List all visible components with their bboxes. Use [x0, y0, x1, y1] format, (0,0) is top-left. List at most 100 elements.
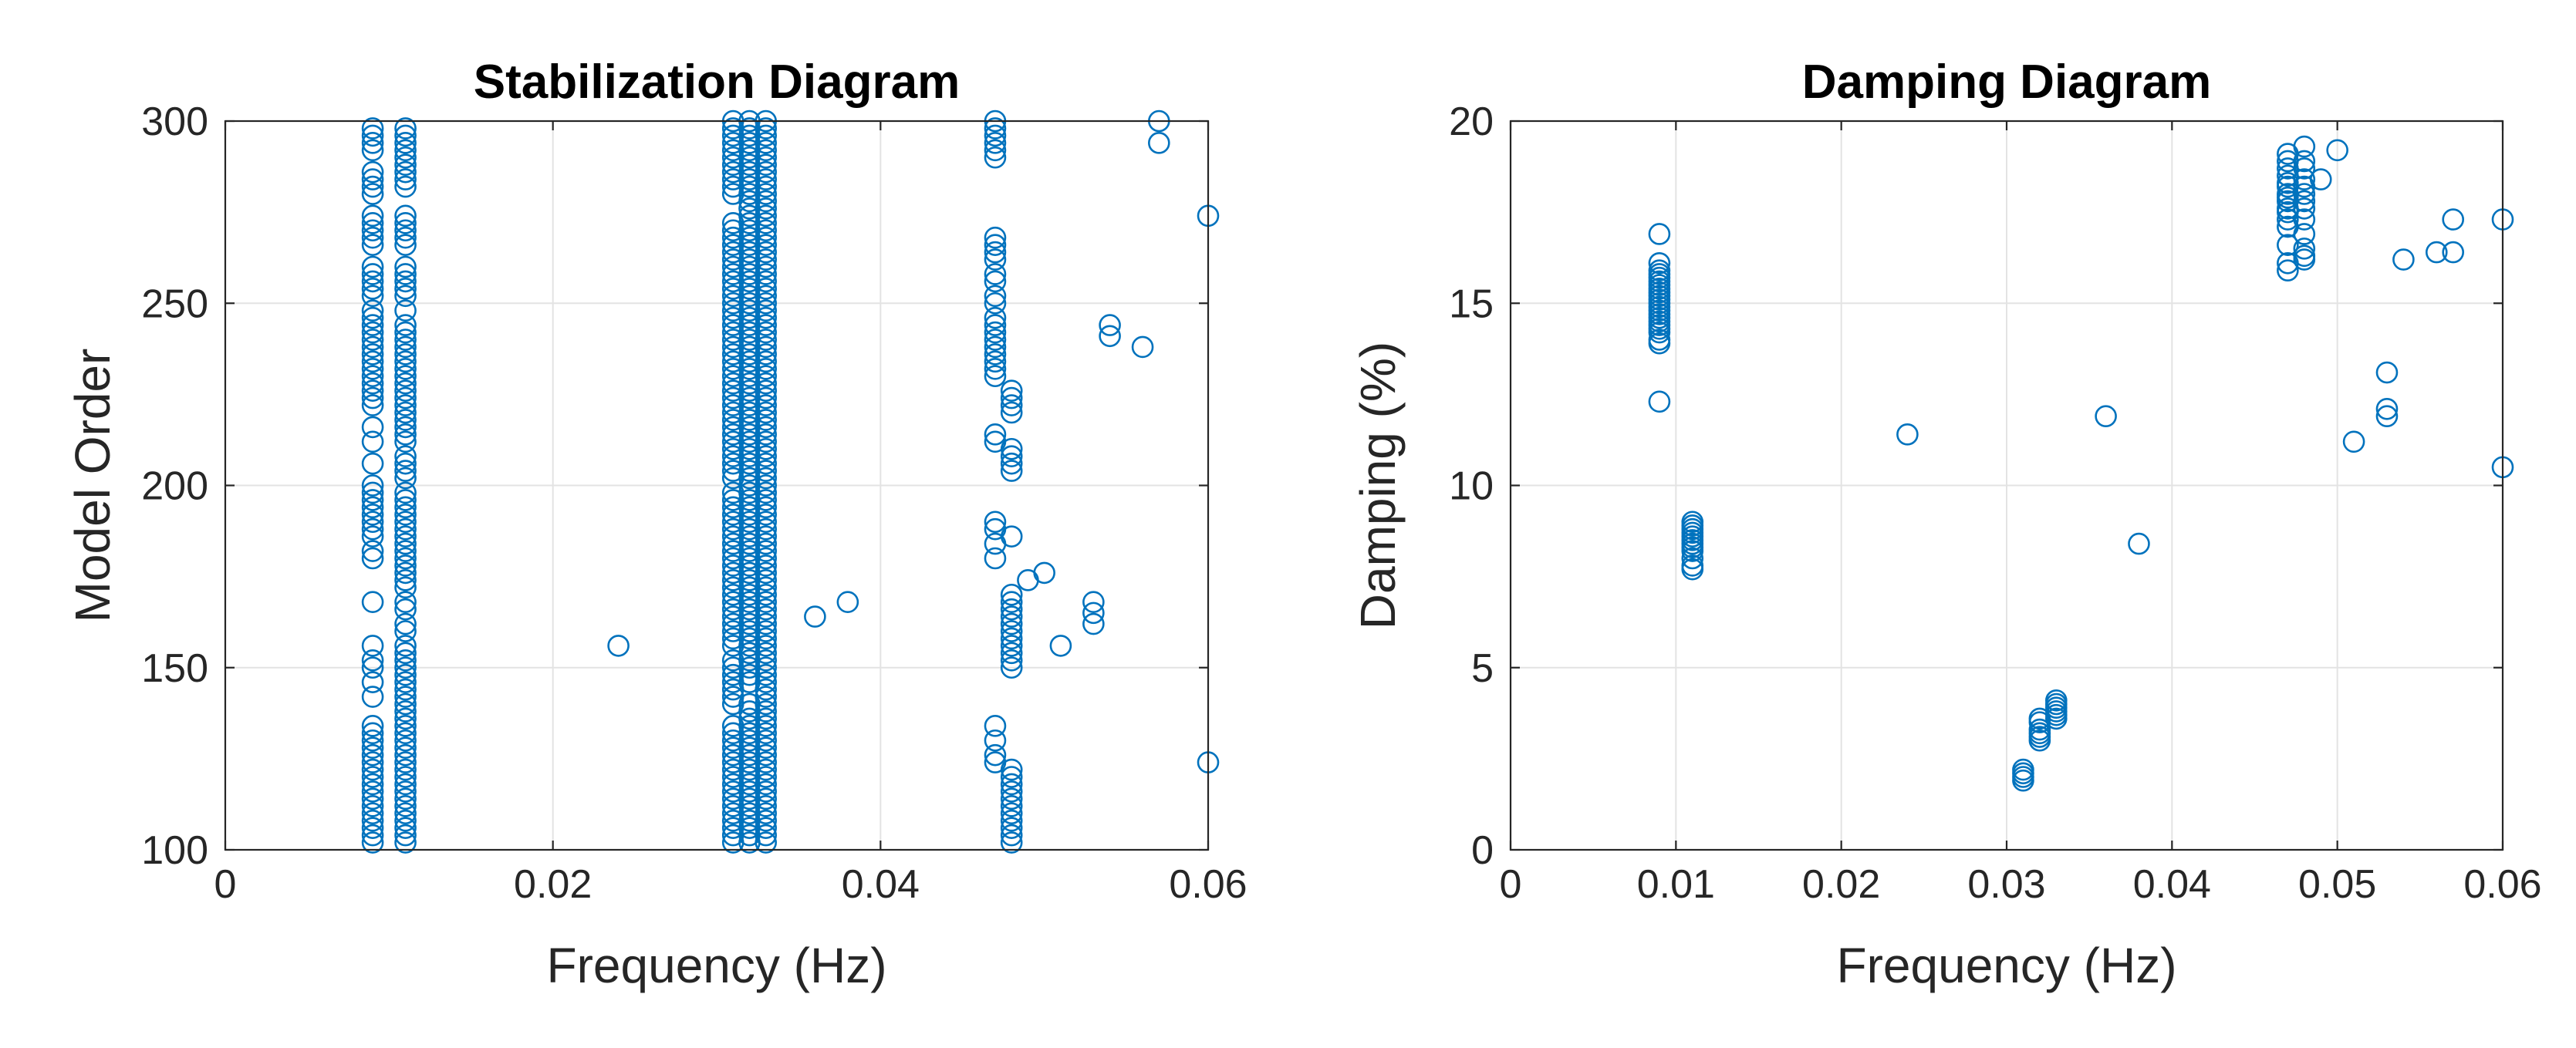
stabilization-data-point	[755, 379, 778, 402]
stabilization-data-point	[984, 343, 1007, 366]
stabilization-data-point	[361, 525, 384, 548]
stabilization-data-point	[394, 496, 417, 519]
stabilization-data-point	[755, 160, 778, 184]
damping-x-axis-label: Frequency (Hz)	[1837, 938, 2177, 993]
stabilization-grid	[225, 121, 1208, 850]
stabilization-data-point	[1000, 452, 1023, 475]
stabilization-data-point	[394, 809, 417, 832]
stabilization-data-point	[755, 824, 778, 847]
stabilization-data-point	[394, 817, 417, 839]
stabilization-data-point	[755, 576, 778, 599]
stabilization-data-point	[984, 117, 1007, 140]
stabilization-data-point	[755, 517, 778, 541]
stabilization-data-point	[755, 817, 778, 839]
stabilization-data-point	[984, 248, 1007, 271]
stabilization-data-point	[394, 715, 417, 737]
stabilization-data-point	[394, 117, 417, 140]
stabilization-data-point	[755, 445, 778, 468]
damping-data-point	[2293, 244, 2316, 268]
stabilization-data-point	[1000, 598, 1023, 621]
damping-data-point	[2293, 157, 2316, 180]
damping-data-point	[2375, 397, 2399, 420]
stabilization-data-point	[755, 722, 778, 745]
stabilization-data-point	[361, 168, 384, 190]
stabilization-data-point	[755, 255, 778, 278]
stabilization-data-point	[361, 365, 384, 388]
damping-data-point	[2128, 532, 2150, 555]
stabilization-data-point	[394, 460, 417, 482]
damping-data-point	[2293, 223, 2316, 245]
stabilization-data-point	[1000, 809, 1023, 832]
stabilization-data-point	[361, 686, 384, 708]
stabilization-data-point	[394, 481, 417, 504]
stabilization-data-point	[361, 780, 384, 803]
damping-data-point	[2095, 405, 2117, 428]
stabilization-data-point	[361, 379, 384, 402]
stabilization-data-point	[755, 620, 778, 642]
stabilization-data-point	[394, 642, 417, 665]
stabilization-data-point	[361, 656, 384, 679]
stabilization-data-point	[755, 226, 778, 249]
stabilization-data-point	[361, 357, 384, 380]
stabilization-data-point	[755, 386, 778, 409]
stabilization-title: Stabilization Diagram	[474, 56, 960, 109]
damping-data-point	[1681, 511, 1704, 534]
stabilization-data-point	[1082, 612, 1105, 635]
stabilization-data-point	[755, 635, 778, 657]
damping-data-point	[2375, 361, 2399, 384]
stabilization-data-point	[1000, 649, 1023, 672]
damping-data-point	[2425, 241, 2448, 264]
damping-data-point	[2293, 208, 2316, 231]
stabilization-data-point	[361, 430, 384, 453]
stabilization-data-point	[755, 270, 778, 293]
stabilization-data-point	[394, 132, 417, 154]
stabilization-data-point	[1000, 525, 1023, 548]
stabilization-data-point	[1000, 758, 1023, 781]
stabilization-data-point	[1000, 773, 1023, 796]
stabilization-data-point	[394, 591, 417, 614]
stabilization-data-point	[361, 496, 384, 519]
stabilization-data-point	[361, 517, 384, 541]
damping-data-point	[2277, 208, 2299, 231]
stabilization-data-point	[755, 197, 778, 220]
stabilization-data-point	[755, 146, 778, 169]
stabilization-data-point	[361, 270, 384, 293]
damping-data-point	[2293, 238, 2316, 260]
stabilization-data-point	[1000, 642, 1023, 665]
damping-y-tick-label: 5	[1471, 646, 1494, 691]
stabilization-data-point	[394, 146, 417, 169]
stabilization-data-point	[755, 460, 778, 482]
stabilization-data-point	[361, 285, 384, 308]
stabilization-data-point	[361, 335, 384, 359]
stabilization-data-point	[394, 743, 417, 767]
stabilization-data-point	[755, 729, 778, 752]
stabilization-data-point	[394, 350, 417, 373]
stabilization-data-point	[1000, 766, 1023, 788]
stabilization-data-point	[755, 365, 778, 388]
stabilization-data-point	[1000, 394, 1023, 416]
damping-data-point	[1648, 329, 1671, 351]
stabilization-data-point	[361, 139, 384, 162]
stabilization-data-point	[755, 795, 778, 817]
damping-data-point	[2326, 139, 2348, 162]
stabilization-data-point	[1000, 445, 1023, 468]
stabilization-data-point	[1000, 401, 1023, 424]
stabilization-data-point	[394, 335, 417, 359]
damping-data-point	[1896, 423, 1919, 446]
stabilization-data-point	[755, 583, 778, 606]
stabilization-data-point	[394, 729, 417, 752]
stabilization-data-point	[755, 139, 778, 162]
stabilization-data-point	[394, 430, 417, 453]
stabilization-data-point	[361, 743, 384, 767]
stabilization-data-point	[394, 561, 417, 585]
stabilization-data-point	[1000, 802, 1023, 825]
stabilization-data-point	[394, 686, 417, 708]
stabilization-data-point	[984, 124, 1007, 147]
stabilization-data-point	[755, 547, 778, 570]
stabilization-data-point	[394, 409, 417, 431]
stabilization-data-point	[394, 365, 417, 388]
damping-grid	[1511, 121, 2503, 850]
stabilization-data-point	[394, 278, 417, 300]
damping-x-tick-label: 0.06	[2463, 862, 2541, 907]
